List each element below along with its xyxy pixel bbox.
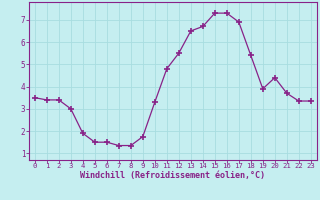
X-axis label: Windchill (Refroidissement éolien,°C): Windchill (Refroidissement éolien,°C): [80, 171, 265, 180]
